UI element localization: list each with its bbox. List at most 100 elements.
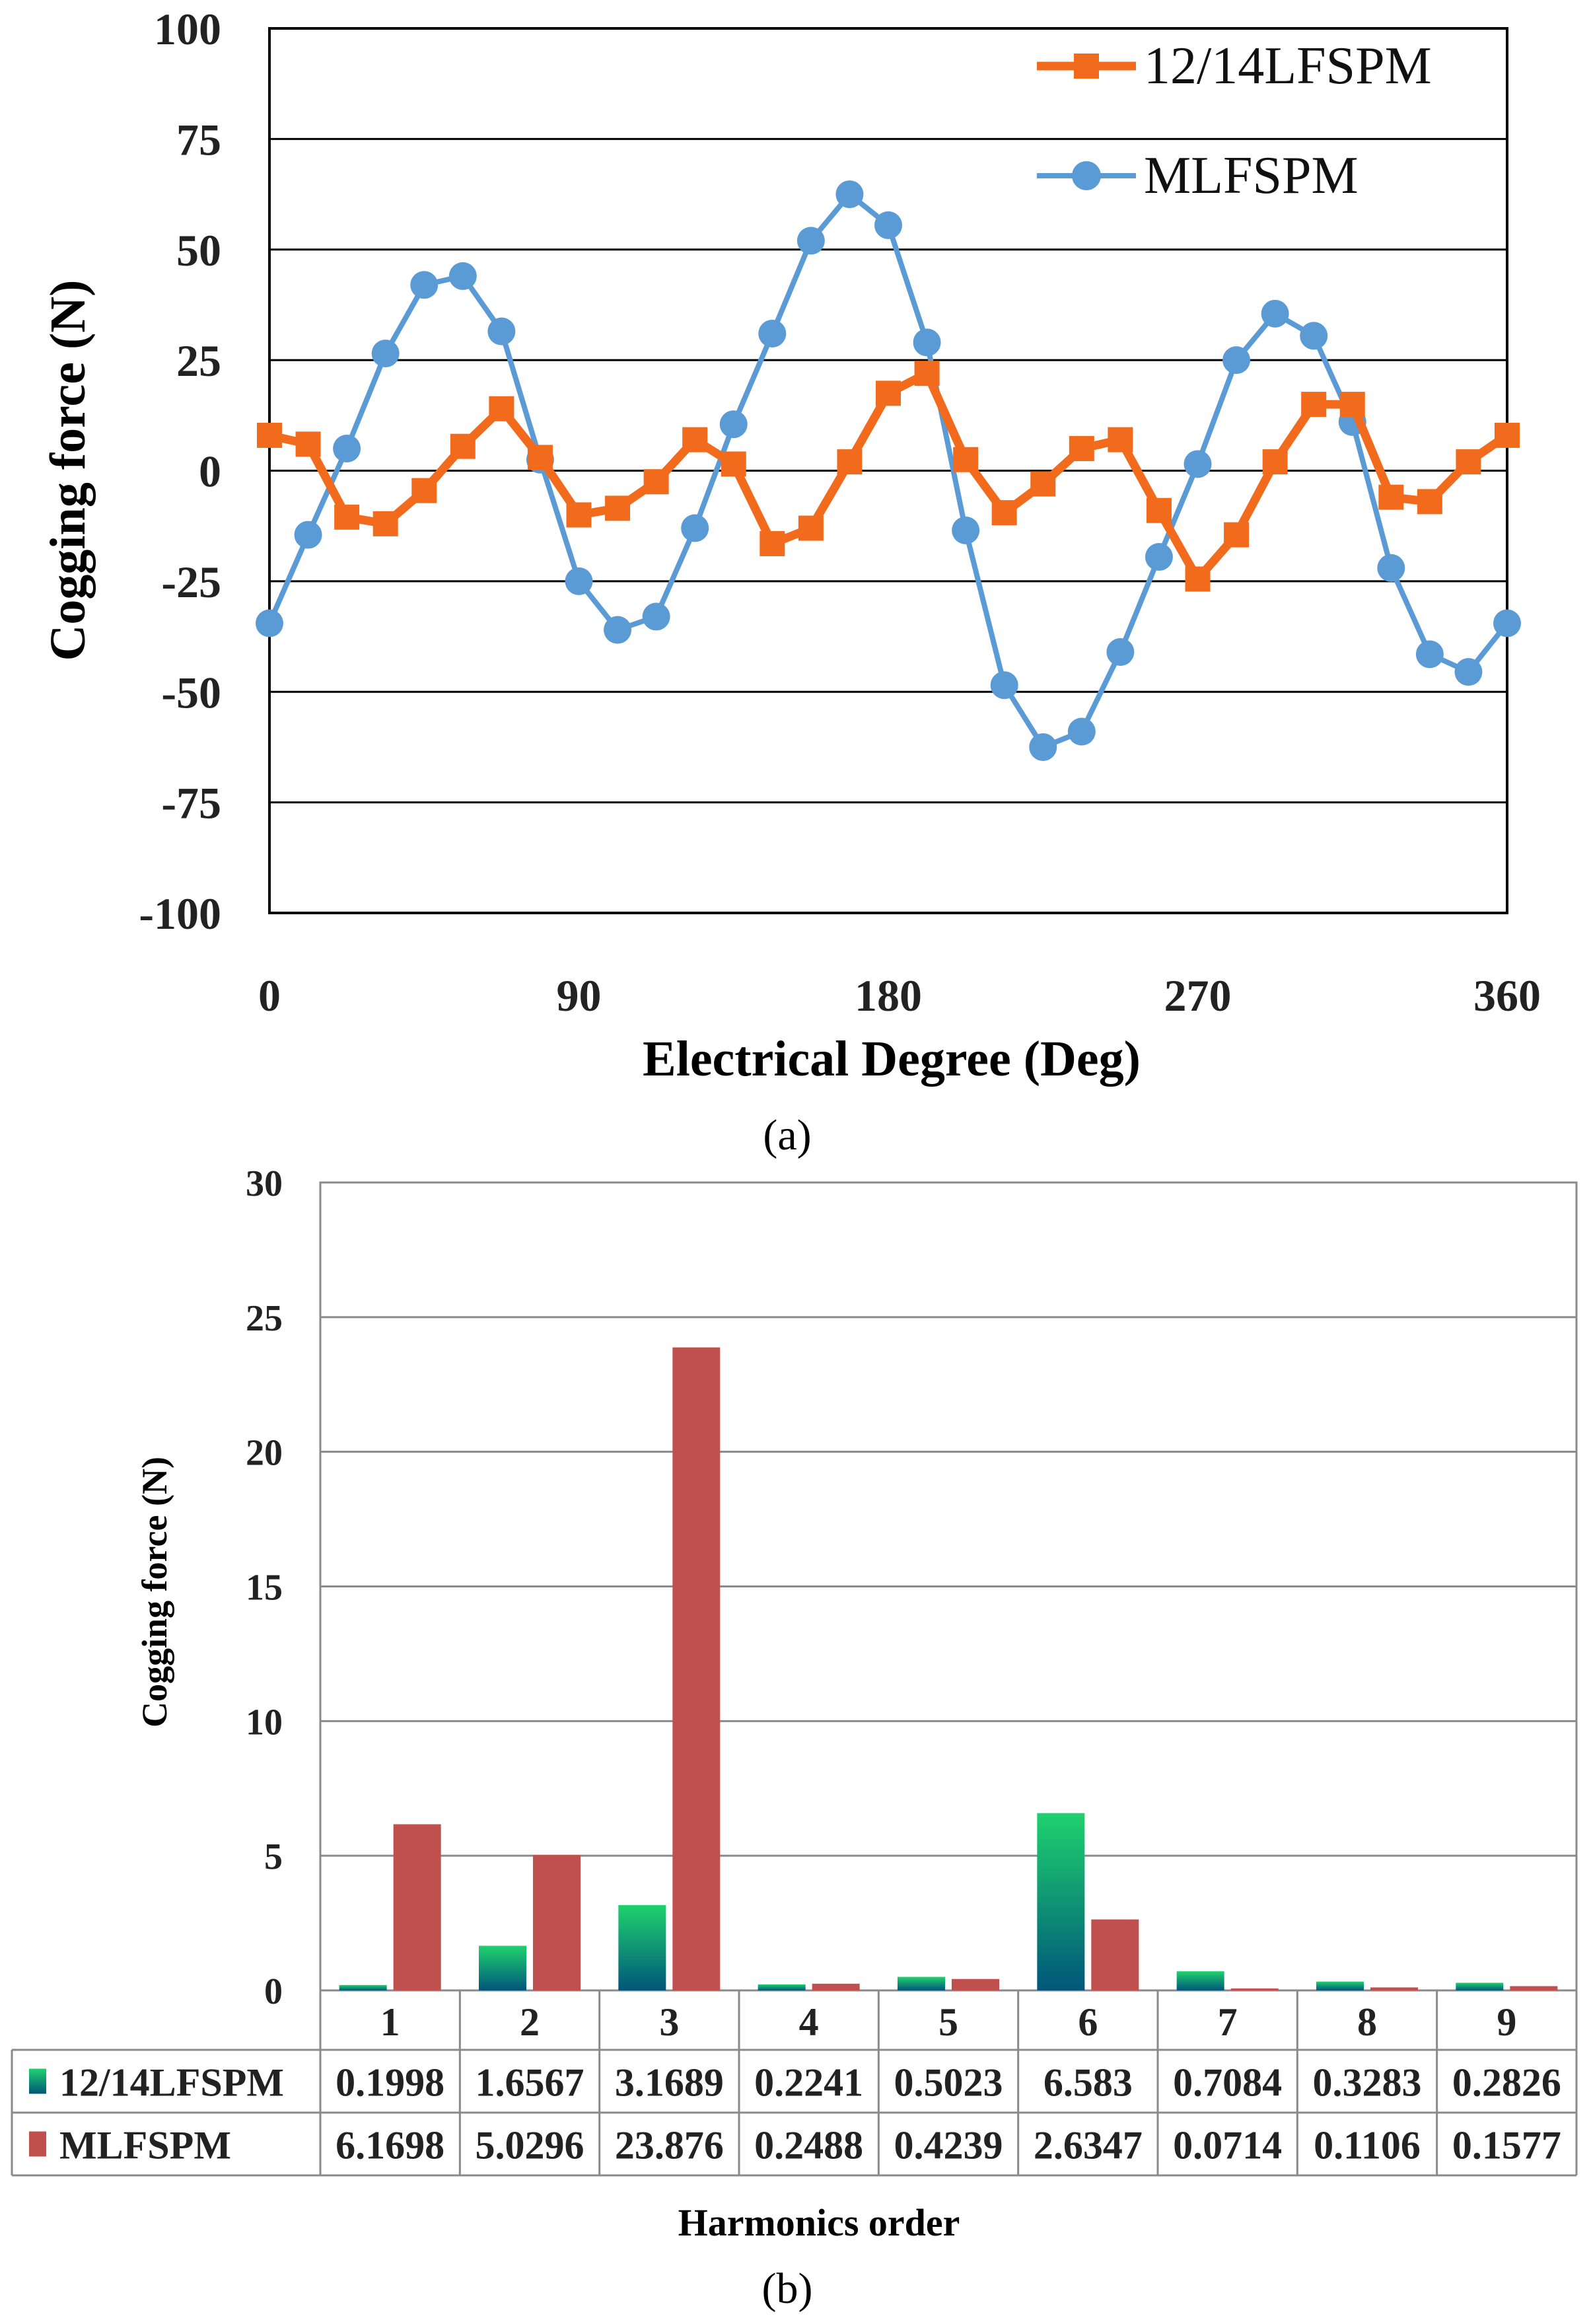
data-point (1108, 427, 1133, 453)
bar-12-14lfspm (1037, 1813, 1085, 1990)
y-tick-label: 15 (246, 1568, 283, 1609)
chart-a-legend: 12/14LFSPM MLFSPM (1037, 37, 1432, 205)
category-label: 1 (380, 2000, 400, 2044)
chart-b-caption: (b) (762, 2265, 813, 2313)
data-point (952, 516, 980, 544)
data-point (642, 602, 670, 631)
data-point (876, 381, 901, 406)
data-point (604, 616, 632, 644)
y-tick-label: 30 (246, 1163, 283, 1204)
legend-label-mlfspm: MLFSPM (1144, 147, 1359, 205)
data-point (837, 449, 863, 475)
data-point (1261, 299, 1289, 328)
bar-12-14lfspm (1316, 1981, 1364, 1990)
bar-mlfspm (952, 1979, 999, 1990)
data-point (835, 180, 864, 209)
bar-mlfspm (1370, 1987, 1418, 1990)
table-cell-value: 0.2241 (754, 2061, 863, 2105)
data-point (874, 211, 902, 239)
data-point (913, 328, 941, 357)
series-12-14lfspm (257, 361, 1520, 592)
chart-a: 100 75 50 25 0 -25 -50 -75 -100 0 90 180 270 360 Ele… (40, 4, 1541, 1159)
chart-a-y-tick-labels: 100 75 50 25 0 -25 -50 -75 -100 (139, 4, 221, 939)
data-point (1029, 733, 1057, 761)
table-cell-value: 3.1689 (615, 2061, 724, 2105)
legend-label-12-14lfspm: 12/14LFSPM (1144, 37, 1432, 95)
data-point (295, 431, 321, 457)
table-cell-value: 2.6347 (1034, 2124, 1143, 2167)
chart-b: 30 25 20 15 10 5 0 1 2 3 4 5 6 7 8 9 12/14LFSPM 0.1998 1.… (11, 1163, 1578, 2313)
data-point (758, 319, 787, 347)
category-label: 7 (1218, 2000, 1238, 2044)
y-tick-label: 0 (264, 1971, 283, 2012)
chart-b-gridlines (320, 1316, 1576, 1857)
bar-group-3 (618, 1347, 721, 1990)
data-point (489, 396, 514, 421)
table-cell-value: 23.876 (615, 2124, 724, 2167)
data-point (1454, 658, 1483, 686)
table-cell-value: 6.583 (1043, 2061, 1133, 2105)
bar-mlfspm (812, 1983, 860, 1990)
legend-item-mlfspm: MLFSPM (1037, 147, 1359, 205)
data-point (643, 469, 669, 495)
chart-a-series (256, 180, 1521, 761)
data-point (411, 478, 437, 503)
chart-a-caption: (a) (763, 1111, 811, 1159)
bar-group-4 (758, 1983, 860, 1990)
chart-a-x-tick-labels: 0 90 180 270 360 (258, 970, 1541, 1021)
data-point (1339, 392, 1365, 418)
bar-group-1 (339, 1824, 441, 1990)
data-point (798, 515, 824, 541)
data-point (1145, 543, 1173, 571)
y-tick-label: 20 (246, 1433, 283, 1474)
data-point (990, 671, 1018, 700)
y-tick-label: 25 (176, 336, 221, 386)
data-point (1262, 449, 1288, 475)
chart-b-bars (339, 1347, 1558, 1990)
data-point (294, 521, 322, 549)
y-tick-label: -100 (139, 889, 221, 939)
chart-b-data-table: 1 2 3 4 5 6 7 8 9 12/14LFSPM 0.1998 1.6567 3.1689 0.2… (11, 1990, 1578, 2177)
table-cell-value: 0.4239 (894, 2124, 1003, 2167)
data-point (1030, 471, 1056, 497)
table-cell-value: 5.0296 (476, 2124, 584, 2167)
table-cell-value: 0.7084 (1173, 2061, 1282, 2105)
data-point (991, 500, 1017, 526)
x-tick-label: 180 (855, 970, 922, 1021)
chart-a-x-axis-title: Electrical Degree (Deg) (643, 1031, 1141, 1087)
bar-mlfspm (1230, 1988, 1279, 1990)
bar-group-6 (1037, 1813, 1139, 1990)
data-point (448, 262, 477, 290)
data-point (796, 227, 825, 255)
data-point (721, 451, 746, 477)
data-point (333, 435, 361, 463)
y-tick-label: 100 (154, 4, 221, 54)
bar-12-14lfspm (339, 1984, 387, 1990)
bar-mlfspm (1091, 1919, 1139, 1990)
y-tick-label: 0 (199, 447, 221, 497)
data-point (1378, 484, 1404, 510)
data-point (1300, 322, 1328, 350)
y-tick-label: 75 (176, 114, 221, 164)
bar-12-14lfspm (1176, 1971, 1224, 1990)
bar-group-7 (1176, 1971, 1279, 1990)
legend-item-12-14lfspm: 12/14LFSPM (1037, 37, 1432, 95)
table-cell-value: 0.0714 (1173, 2124, 1282, 2167)
y-tick-label: -25 (161, 557, 221, 607)
data-point (1377, 554, 1405, 582)
data-point (719, 410, 748, 439)
y-tick-label: 10 (246, 1702, 283, 1743)
chart-a-gridlines (269, 137, 1507, 804)
data-point (953, 447, 979, 472)
x-tick-label: 270 (1164, 970, 1232, 1021)
data-point (256, 609, 283, 637)
chart-a-y-axis-title: Cogging force (N) (40, 280, 96, 661)
data-point (487, 317, 516, 345)
data-point (1493, 609, 1521, 637)
y-tick-label: 25 (246, 1298, 283, 1339)
bar-mlfspm (672, 1347, 721, 1990)
category-label: 8 (1357, 2000, 1377, 2044)
data-point (1301, 392, 1327, 418)
bar-12-14lfspm (618, 1905, 666, 1990)
